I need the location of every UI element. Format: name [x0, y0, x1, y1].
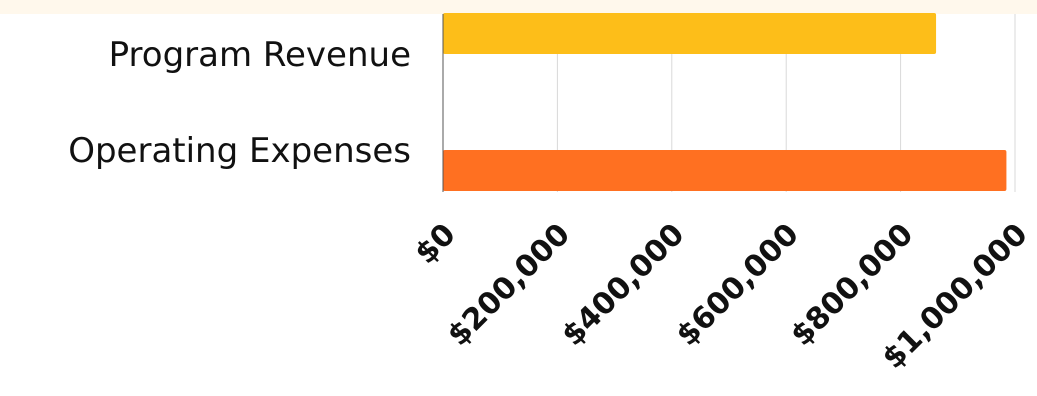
x-tick-label-3: $600,000 [670, 217, 806, 353]
x-tick-labels: $0$200,000$400,000$600,000$800,000$1,000… [408, 217, 1034, 376]
bar-program-revenue [443, 13, 937, 54]
x-tick-label-2: $400,000 [555, 217, 691, 353]
category-labels: Program Revenue Operating Expenses [68, 35, 411, 171]
category-label-program-revenue: Program Revenue [109, 35, 411, 75]
x-tick-label-0: $0 [408, 217, 462, 271]
bar-operating-expenses [443, 150, 1007, 191]
chart-top-band [0, 0, 1037, 14]
x-tick-label-1: $200,000 [441, 217, 577, 353]
bars [443, 13, 1007, 191]
category-label-operating-expenses: Operating Expenses [68, 131, 411, 171]
